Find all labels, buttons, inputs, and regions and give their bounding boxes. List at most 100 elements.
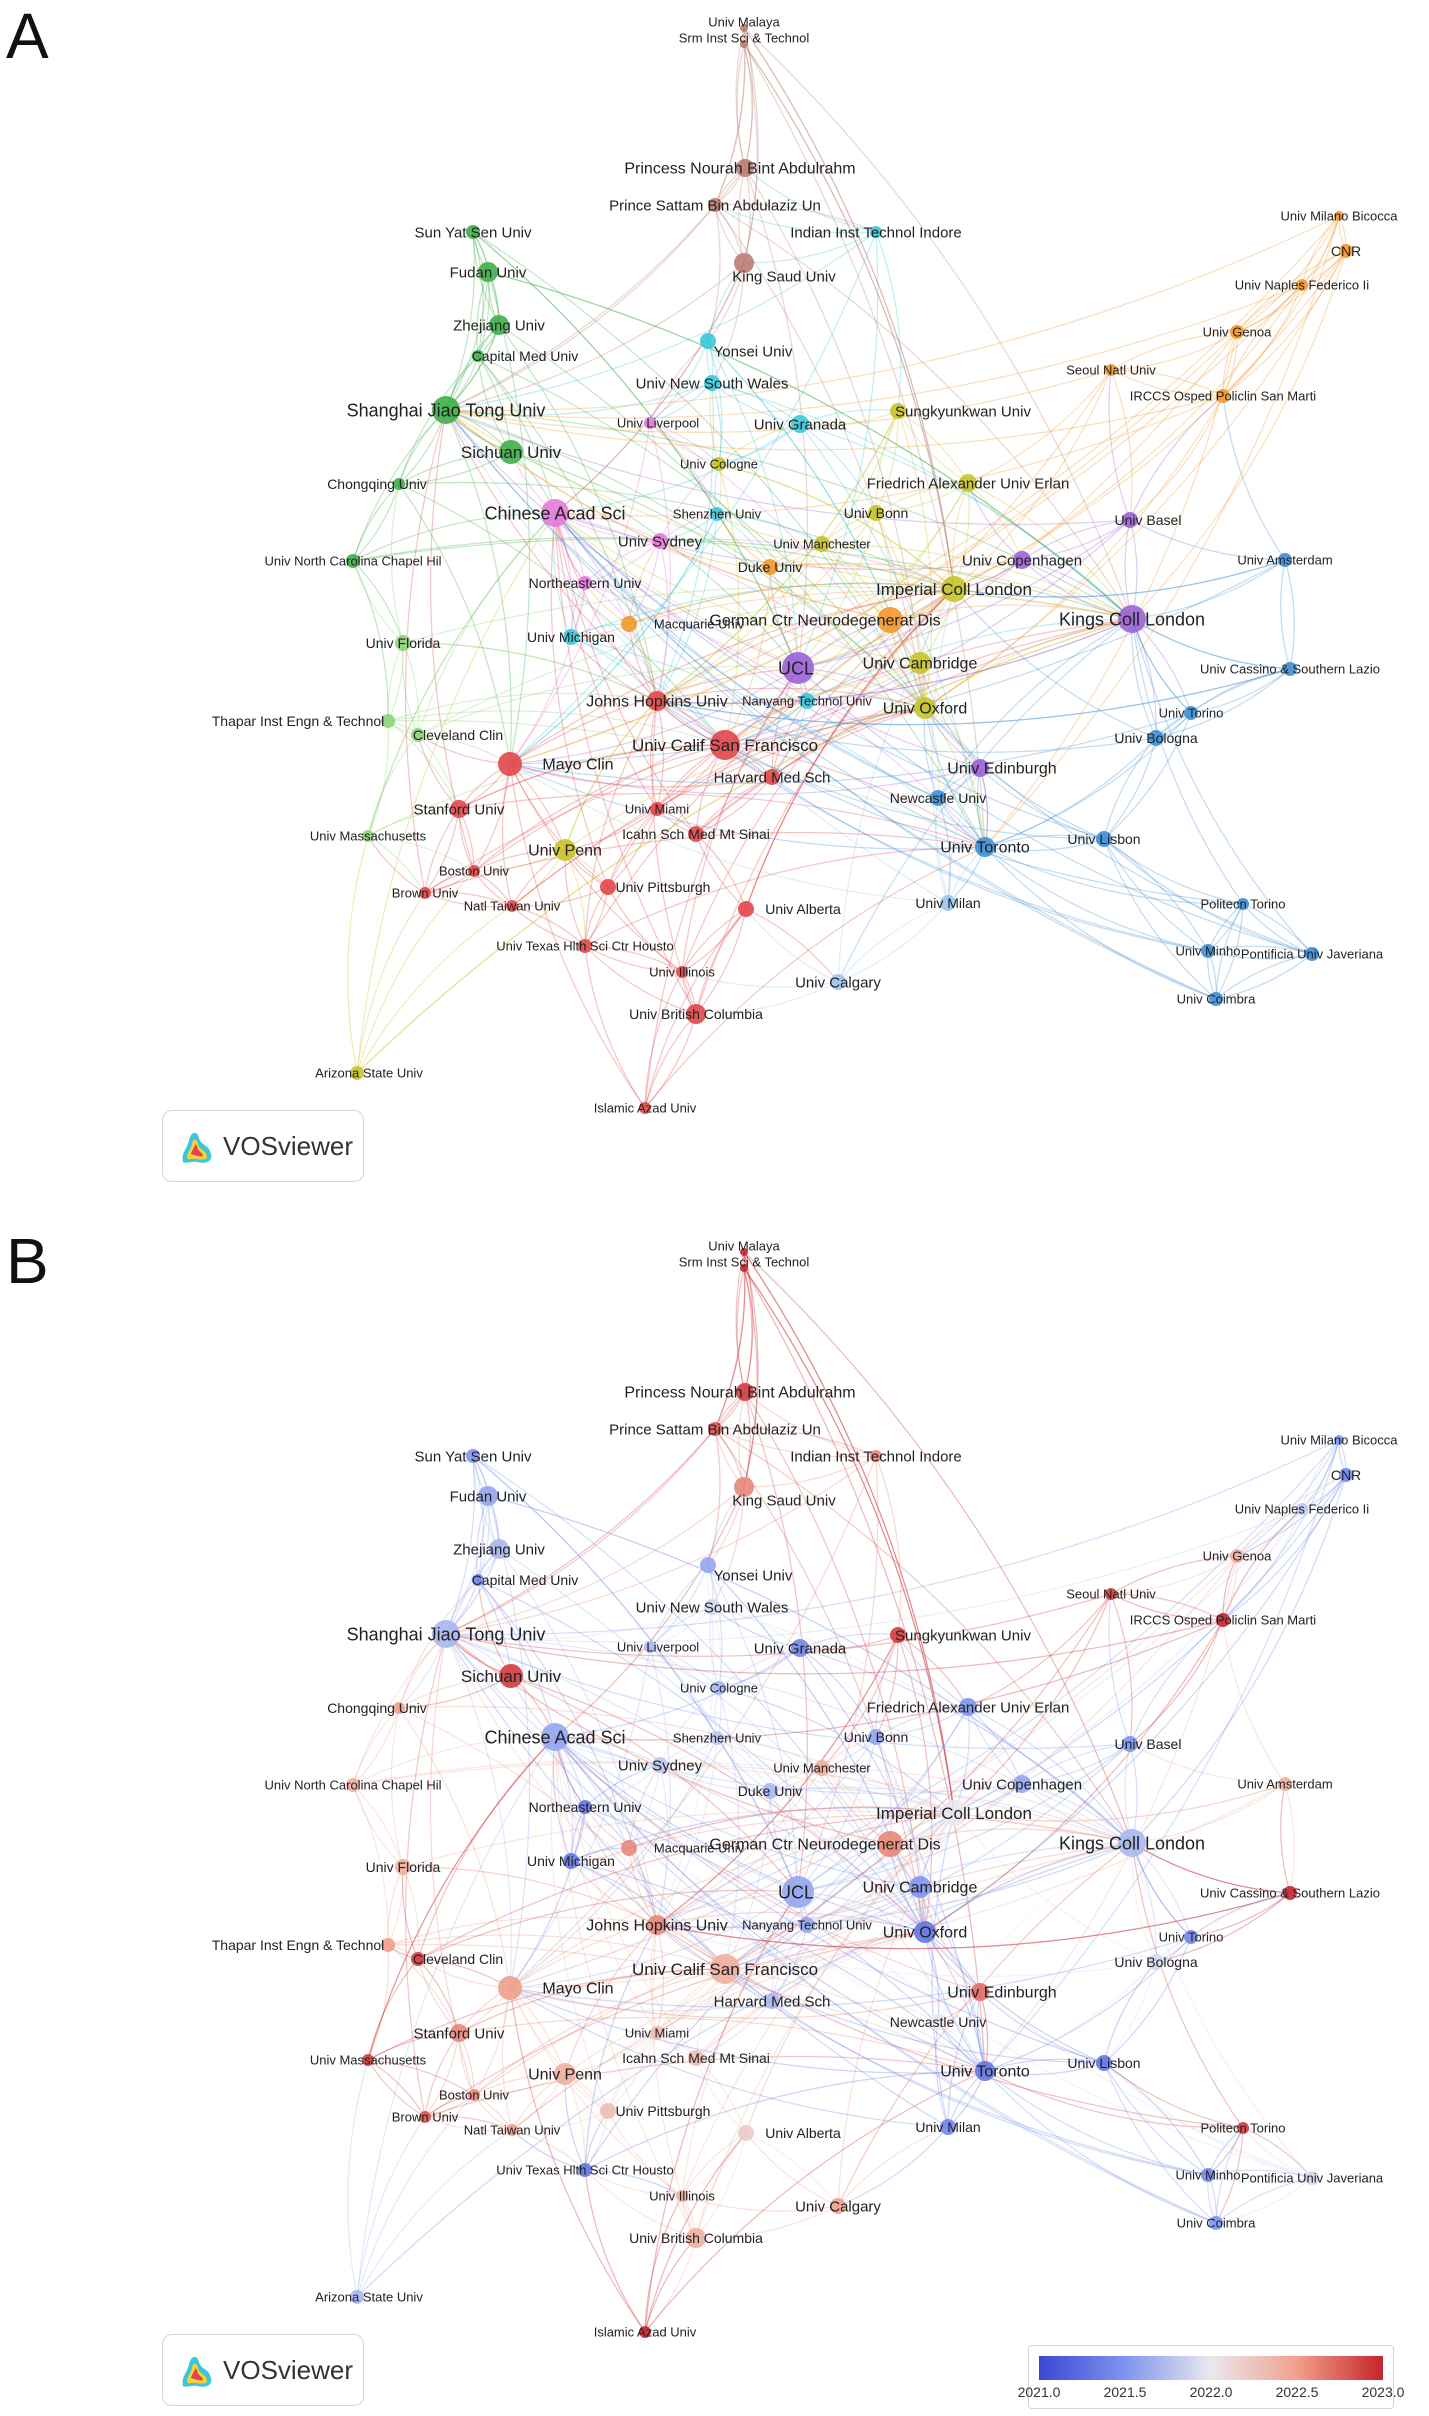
node-univ-granada[interactable] [791,1639,809,1657]
node-sichuan-univ[interactable] [499,1664,523,1688]
node-pontificia-univ-javeriana[interactable] [1305,2171,1319,2185]
node-univ-cologne[interactable] [712,1681,726,1695]
node-univ-massachusetts[interactable] [362,2054,374,2066]
node-cnr[interactable] [1339,1468,1353,1482]
node-german-ctr-neurodegenerat-dis[interactable] [877,607,903,633]
node-univ-new-south-wales[interactable] [704,375,720,391]
node-univ-north-carolina-chapel-hil[interactable] [346,1778,360,1792]
node-univ-basel[interactable] [1122,512,1138,528]
node-cnr[interactable] [1339,244,1353,258]
node-univ-calif-san-francisco[interactable] [710,730,740,760]
node-univ-penn[interactable] [554,839,576,861]
node-shanghai-jiao-tong-univ[interactable] [432,396,460,424]
node-friedrich-alexander-univ-erlan[interactable] [959,1698,977,1716]
node-univ-illinois[interactable] [676,966,688,978]
node-sichuan-univ[interactable] [499,440,523,464]
node-univ-milan[interactable] [940,2119,956,2135]
node-sun-yat-sen-univ[interactable] [466,1449,480,1463]
node-univ-basel[interactable] [1122,1736,1138,1752]
node-arizona-state-univ[interactable] [350,1066,364,1080]
node-univ-pittsburgh[interactable] [600,879,616,895]
node-univ-british-columbia[interactable] [686,2228,706,2248]
node-harvard-med-sch[interactable] [764,769,780,785]
node-shenzhen-univ[interactable] [710,1731,724,1745]
node-chongqing-univ[interactable] [393,1702,405,1714]
node-yonsei-univ[interactable] [700,1557,716,1573]
node-univ-north-carolina-chapel-hil[interactable] [346,554,360,568]
node-univ-calgary[interactable] [830,974,846,990]
node-univ-torino[interactable] [1184,706,1198,720]
node-cleveland-clin[interactable] [411,1952,425,1966]
node-univ-bonn[interactable] [868,1729,884,1745]
node-princess-nourah-bint-abdulrahm[interactable] [736,1383,754,1401]
node-seoul-natl-univ[interactable] [1105,1588,1117,1600]
node-univ-oxford[interactable] [914,1921,936,1943]
node-stanford-univ[interactable] [450,800,468,818]
node-univ-torino[interactable] [1184,1930,1198,1944]
node-indian-inst-technol-indore[interactable] [870,226,882,238]
node-princess-nourah-bint-abdulrahm[interactable] [736,159,754,177]
node-univ-michigan[interactable] [563,629,579,645]
node-srm-inst-sci-technol[interactable] [740,40,748,48]
node-kings-coll-london[interactable] [1118,605,1146,633]
node-prince-sattam-bin-abdulaziz-un[interactable] [708,198,722,212]
node-univ-liverpool[interactable] [644,417,656,429]
node-chinese-acad-sci[interactable] [541,499,569,527]
node-univ-malaya[interactable] [740,1248,748,1256]
node-univ-cologne[interactable] [712,457,726,471]
node-johns-hopkins-univ[interactable] [647,1915,667,1935]
node-univ-naples-federico-ii[interactable] [1296,279,1308,291]
node-thapar-inst-engn-technol[interactable] [381,714,395,728]
node-cleveland-clin[interactable] [411,728,425,742]
node-johns-hopkins-univ[interactable] [647,691,667,711]
node-univ-copenhagen[interactable] [1013,1775,1031,1793]
node-univ-florida[interactable] [395,1859,411,1875]
node-univ-genoa[interactable] [1230,325,1244,339]
node-univ-cassino-southern-lazio[interactable] [1283,1886,1297,1900]
node-univ-coimbra[interactable] [1209,992,1223,1006]
node-univ-calgary[interactable] [830,2198,846,2214]
node-yonsei-univ[interactable] [700,333,716,349]
node-univ-amsterdam[interactable] [1278,1777,1292,1791]
node-irccs-osped-policlin-san-marti[interactable] [1216,389,1230,403]
node-macquarie-univ[interactable] [621,1840,637,1856]
node-univ-copenhagen[interactable] [1013,551,1031,569]
node-ucl[interactable] [782,1876,814,1908]
node-univ-toronto[interactable] [975,2061,995,2081]
node-king-saud-univ[interactable] [734,253,754,273]
node-icahn-sch-med-mt-sinai[interactable] [688,826,704,842]
node-sun-yat-sen-univ[interactable] [466,225,480,239]
node-friedrich-alexander-univ-erlan[interactable] [959,474,977,492]
node-univ-lisbon[interactable] [1096,2055,1112,2071]
node-capital-med-univ[interactable] [472,350,484,362]
node-brown-univ[interactable] [419,887,431,899]
node-univ-milan[interactable] [940,895,956,911]
node-univ-granada[interactable] [791,415,809,433]
node-indian-inst-technol-indore[interactable] [870,1450,882,1462]
node-univ-sydney[interactable] [652,1757,668,1773]
node-fudan-univ[interactable] [478,1486,498,1506]
node-univ-oxford[interactable] [914,697,936,719]
node-boston-univ[interactable] [468,865,480,877]
node-univ-cambridge[interactable] [909,652,931,674]
node-univ-miami[interactable] [650,2026,664,2040]
node-univ-toronto[interactable] [975,837,995,857]
node-nanyang-technol-univ[interactable] [799,1917,815,1933]
node-prince-sattam-bin-abdulaziz-un[interactable] [708,1422,722,1436]
node-univ-alberta[interactable] [738,2125,754,2141]
node-univ-penn[interactable] [554,2063,576,2085]
node-univ-cambridge[interactable] [909,1876,931,1898]
node-arizona-state-univ[interactable] [350,2290,364,2304]
node-univ-bonn[interactable] [868,505,884,521]
node-macquarie-univ[interactable] [621,616,637,632]
node-thapar-inst-engn-technol[interactable] [381,1938,395,1952]
node-stanford-univ[interactable] [450,2024,468,2042]
node-shenzhen-univ[interactable] [710,507,724,521]
node-univ-texas-hlth-sci-ctr-housto[interactable] [578,939,592,953]
node-brown-univ[interactable] [419,2111,431,2123]
node-fudan-univ[interactable] [478,262,498,282]
node-univ-massachusetts[interactable] [362,830,374,842]
node-univ-miami[interactable] [650,802,664,816]
node-islamic-azad-univ[interactable] [639,2326,651,2338]
node-zhejiang-univ[interactable] [489,315,509,335]
